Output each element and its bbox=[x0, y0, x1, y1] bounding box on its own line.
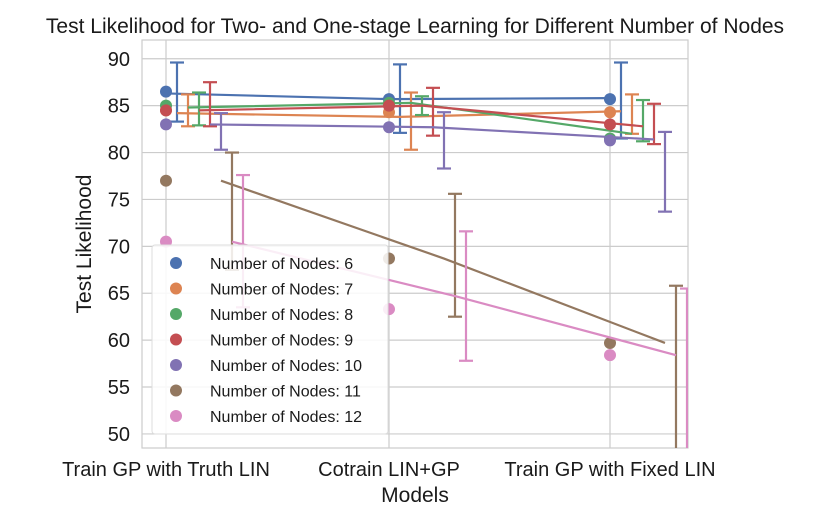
data-point bbox=[604, 134, 616, 147]
series-9 bbox=[160, 81, 661, 146]
legend-label: Number of Nodes: 11 bbox=[210, 384, 361, 401]
legend-marker bbox=[170, 282, 182, 295]
x-axis-label: Models bbox=[381, 484, 449, 507]
legend: Number of Nodes: 6 Number of Nodes: 7 Numb… bbox=[151, 244, 389, 435]
data-point bbox=[604, 106, 616, 119]
chart-title: Test Likelihood for Two- and One-stage L… bbox=[46, 15, 784, 38]
legend-marker bbox=[170, 384, 182, 397]
x-tick-label: Cotrain LIN+GP bbox=[318, 459, 460, 481]
legend-label: Number of Nodes: 6 bbox=[210, 256, 353, 273]
series-line bbox=[187, 101, 633, 135]
data-point bbox=[604, 118, 616, 131]
series-line bbox=[220, 179, 666, 344]
data-point bbox=[383, 121, 395, 134]
series-10 bbox=[160, 111, 672, 213]
legend-label: Number of Nodes: 10 bbox=[210, 358, 362, 375]
y-tick-label: 65 bbox=[108, 283, 130, 305]
legend-marker bbox=[170, 359, 182, 371]
y-tick-label: 70 bbox=[108, 236, 130, 258]
legend-marker bbox=[170, 410, 182, 422]
data-point bbox=[604, 336, 616, 349]
y-tick-label: 55 bbox=[108, 377, 130, 399]
y-tick-label: 60 bbox=[108, 330, 130, 352]
legend-box bbox=[151, 244, 389, 435]
series-line bbox=[209, 123, 655, 141]
legend-label: Number of Nodes: 8 bbox=[210, 307, 353, 324]
x-tick-label: Train GP with Truth LIN bbox=[62, 459, 270, 481]
legend-label: Number of Nodes: 9 bbox=[210, 333, 353, 350]
legend-label: Number of Nodes: 7 bbox=[210, 282, 353, 299]
legend-marker bbox=[170, 308, 182, 320]
y-tick-label: 90 bbox=[108, 49, 130, 71]
y-tick-label: 50 bbox=[108, 424, 130, 446]
series-line bbox=[176, 110, 622, 119]
y-axis-ticks: 50 55 60 65 70 75 80 85 90 bbox=[108, 49, 130, 446]
data-point bbox=[604, 349, 616, 362]
legend-label: Number of Nodes: 12 bbox=[210, 409, 362, 426]
data-point bbox=[160, 118, 172, 131]
y-tick-label: 80 bbox=[108, 143, 130, 165]
data-point bbox=[160, 174, 172, 187]
legend-marker bbox=[170, 257, 182, 269]
y-tick-label: 75 bbox=[108, 189, 130, 211]
y-axis-label: Test Likelihood bbox=[73, 175, 96, 314]
legend-marker bbox=[170, 333, 182, 346]
data-point bbox=[383, 99, 395, 112]
data-point bbox=[604, 93, 616, 106]
series-line bbox=[198, 104, 644, 128]
data-point bbox=[160, 85, 172, 98]
x-axis-ticks: Train GP with Truth LIN Cotrain LIN+GP Tra… bbox=[62, 459, 716, 481]
y-tick-label: 85 bbox=[108, 96, 130, 118]
data-point bbox=[160, 104, 172, 117]
x-tick-label: Train GP with Fixed LIN bbox=[504, 459, 715, 481]
